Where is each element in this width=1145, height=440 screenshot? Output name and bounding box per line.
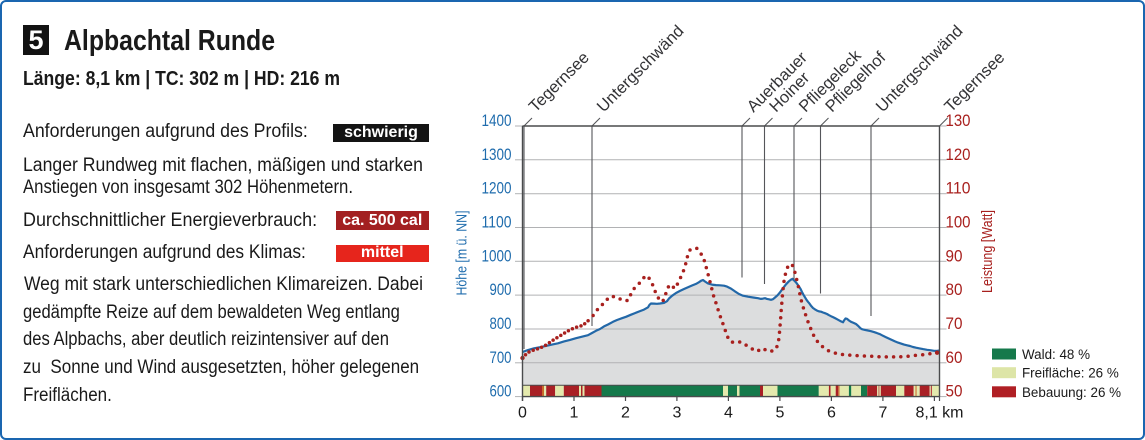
svg-text:1: 1 xyxy=(570,405,579,422)
svg-text:1300: 1300 xyxy=(482,145,512,164)
svg-text:800: 800 xyxy=(490,314,512,333)
svg-text:0: 0 xyxy=(518,405,527,422)
svg-text:90: 90 xyxy=(946,246,963,265)
svg-text:4: 4 xyxy=(724,405,733,422)
svg-text:60: 60 xyxy=(946,348,963,367)
svg-text:700: 700 xyxy=(490,348,512,367)
svg-text:5: 5 xyxy=(775,405,784,422)
svg-text:3: 3 xyxy=(672,405,681,422)
svg-text:Höhe [m ü. NN]: Höhe [m ü. NN] xyxy=(454,211,471,296)
svg-text:900: 900 xyxy=(490,280,512,299)
svg-text:Freifläche: 26 %: Freifläche: 26 % xyxy=(1022,366,1119,381)
svg-text:6: 6 xyxy=(827,405,836,422)
svg-text:Untergschwänd: Untergschwänd xyxy=(594,22,688,116)
svg-text:600: 600 xyxy=(490,382,512,401)
svg-text:130: 130 xyxy=(946,111,971,130)
svg-text:Leistung [Watt]: Leistung [Watt] xyxy=(979,210,996,293)
svg-text:2: 2 xyxy=(621,405,630,422)
svg-text:1100: 1100 xyxy=(482,213,512,232)
svg-text:8,1 km: 8,1 km xyxy=(915,405,963,422)
svg-text:50: 50 xyxy=(946,382,963,401)
svg-text:120: 120 xyxy=(946,145,971,164)
svg-text:1400: 1400 xyxy=(482,111,512,130)
svg-text:110: 110 xyxy=(946,179,971,198)
svg-text:1200: 1200 xyxy=(482,179,512,198)
svg-text:Bebauung: 26 %: Bebauung: 26 % xyxy=(1022,385,1121,400)
svg-text:Tegernsee: Tegernsee xyxy=(526,49,593,116)
svg-text:7: 7 xyxy=(878,405,887,422)
svg-text:100: 100 xyxy=(946,213,971,232)
svg-text:70: 70 xyxy=(946,314,963,333)
svg-text:80: 80 xyxy=(946,280,963,299)
svg-text:1000: 1000 xyxy=(482,246,512,265)
svg-text:Wald: 48 %: Wald: 48 % xyxy=(1022,347,1090,362)
svg-text:Tegernsee: Tegernsee xyxy=(941,49,1008,116)
